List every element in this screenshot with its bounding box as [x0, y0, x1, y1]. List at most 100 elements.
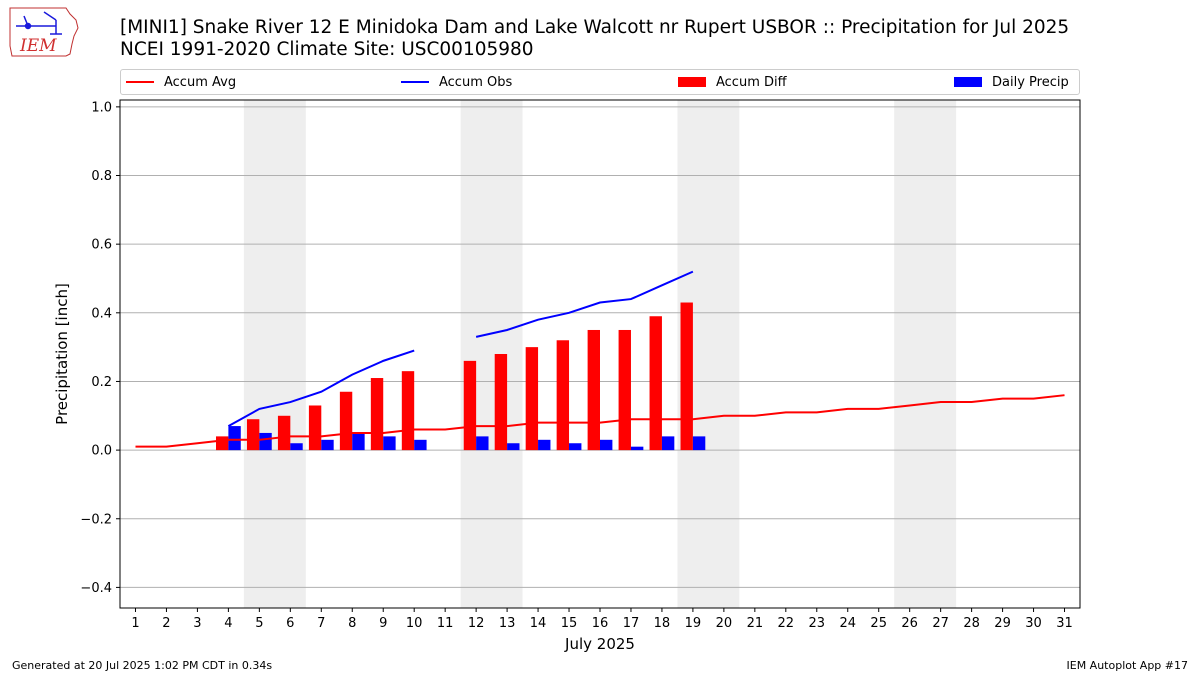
footer-generated: Generated at 20 Jul 2025 1:02 PM CDT in …: [12, 659, 273, 672]
y-tick-label: 1.0: [91, 100, 112, 115]
accum-obs-line: [475, 270, 694, 338]
daily-precip-bar: [352, 432, 365, 451]
y-tick-label: 0.6: [91, 238, 112, 253]
lines: [135, 270, 1065, 448]
legend-swatch-accum-diff: [678, 77, 706, 87]
x-tick-label: 20: [716, 616, 733, 631]
x-tick-label: 1: [131, 616, 139, 631]
x-tick-label: 13: [499, 616, 516, 631]
x-tick-label: 22: [778, 616, 795, 631]
legend-item-accum-diff: Accum Diff: [678, 70, 787, 94]
daily-precip-bar: [661, 436, 675, 451]
chart-subtitle: NCEI 1991-2020 Climate Site: USC00105980: [120, 39, 534, 60]
x-tick-label: 16: [592, 616, 609, 631]
y-tick-label: 0.2: [91, 375, 112, 390]
x-tick-label: 24: [839, 616, 856, 631]
x-tick-label: 10: [406, 616, 423, 631]
weekend-band: [243, 100, 306, 608]
accum-obs-line: [227, 349, 415, 427]
daily-precip-bar: [321, 439, 334, 451]
accum-diff-bar: [556, 340, 570, 451]
accum-avg-line: [135, 394, 1065, 448]
x-tick-label: 25: [870, 616, 887, 631]
daily-precip-bar: [630, 446, 644, 451]
daily-precip-bar: [569, 443, 582, 451]
accum-diff-bar: [463, 360, 477, 451]
weekend-band: [460, 100, 523, 608]
x-tick-label: 26: [901, 616, 918, 631]
x-tick-label: 28: [963, 616, 980, 631]
accum-diff-bar: [370, 378, 384, 451]
daily-precip-bar: [414, 439, 427, 451]
x-tick-label: 6: [286, 616, 294, 631]
legend: Accum Avg Accum Obs Accum Diff Daily Pre…: [120, 69, 1080, 95]
accum-diff-bar: [587, 329, 600, 451]
y-tick-label: 0.0: [91, 444, 112, 459]
accum-diff-bar: [339, 391, 353, 451]
x-tick-label: 5: [255, 616, 263, 631]
daily-precip-bar: [507, 443, 520, 451]
daily-precip-bar: [476, 436, 489, 451]
x-tick-label: 12: [468, 616, 485, 631]
accum-diff-bar: [525, 347, 539, 451]
accum-diff-bar: [494, 354, 508, 451]
x-tick-label: 15: [561, 616, 578, 631]
legend-swatch-accum-obs: [401, 81, 429, 83]
x-tick-label: 9: [379, 616, 387, 631]
x-tick-label: 8: [348, 616, 356, 631]
daily-precip-bar: [383, 436, 396, 451]
accum-diff-bar: [618, 329, 631, 451]
footer-app: IEM Autoplot App #17: [1066, 659, 1189, 672]
x-tick-label: 31: [1056, 616, 1073, 631]
legend-item-accum-avg: Accum Avg: [126, 70, 236, 94]
x-tick-label: 19: [685, 616, 702, 631]
x-tick-label: 23: [809, 616, 826, 631]
y-tick-label: −0.2: [80, 512, 112, 527]
accum-diff-bar: [649, 316, 662, 451]
weekend-band: [894, 100, 957, 608]
accum-diff-bar: [246, 419, 260, 451]
accum-diff-bar: [277, 415, 291, 451]
legend-label-daily-precip: Daily Precip: [992, 74, 1069, 90]
x-tick-label: 3: [193, 616, 201, 631]
daily-precip-bar: [600, 439, 613, 451]
legend-item-accum-obs: Accum Obs: [401, 70, 512, 94]
x-tick-label: 29: [994, 616, 1011, 631]
x-tick-label: 21: [747, 616, 764, 631]
x-tick-label: 7: [317, 616, 325, 631]
x-tick-label: 27: [932, 616, 949, 631]
weekend-shading: [243, 100, 957, 608]
daily-precip-bar: [692, 436, 706, 451]
accum-diff-bar: [680, 302, 693, 451]
weather-station-icon: [16, 11, 62, 35]
y-tick-label: 0.8: [91, 169, 112, 184]
accum-diff-bar: [216, 436, 229, 451]
daily-precip-bar: [290, 443, 303, 451]
y-tick-label: 0.4: [91, 306, 112, 321]
x-tick-label: 4: [224, 616, 232, 631]
x-tick-label: 18: [654, 616, 671, 631]
chart-title: [MINI1] Snake River 12 E Minidoka Dam an…: [120, 17, 1070, 38]
iowa-outline-icon: [9, 7, 79, 57]
x-axis-label: July 2025: [564, 635, 635, 653]
daily-precip-bar: [538, 439, 551, 451]
accum-diff-bar: [308, 405, 322, 451]
legend-item-daily-precip: Daily Precip: [954, 70, 1069, 94]
legend-label-accum-avg: Accum Avg: [164, 74, 237, 90]
y-tick-label: −0.4: [80, 581, 112, 596]
legend-swatch-daily-precip: [954, 77, 982, 87]
daily-precip-bar: [228, 426, 241, 451]
accum-diff-bar: [401, 371, 415, 451]
x-tick-label: 17: [623, 616, 640, 631]
x-tick-label: 30: [1025, 616, 1042, 631]
y-axis-label: Precipitation [inch]: [53, 283, 71, 425]
iem-logo: IEM: [9, 7, 79, 57]
legend-swatch-accum-avg: [126, 81, 154, 83]
x-tick-label: 14: [530, 616, 547, 631]
x-tick-label: 2: [162, 616, 170, 631]
daily-precip-bar: [259, 432, 272, 451]
axes: −0.4−0.20.00.20.40.60.81.01 2 3 4 5 6 7 8 9 10 11 1…: [80, 100, 1072, 631]
legend-label-accum-obs: Accum Obs: [439, 74, 513, 90]
legend-label-accum-diff: Accum Diff: [716, 74, 787, 90]
